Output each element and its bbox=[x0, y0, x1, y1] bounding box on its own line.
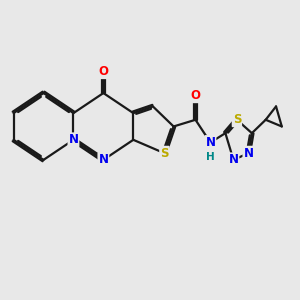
Text: N: N bbox=[68, 133, 79, 146]
Text: N: N bbox=[243, 147, 254, 160]
Text: O: O bbox=[190, 89, 200, 102]
Text: N: N bbox=[98, 153, 108, 167]
Text: H: H bbox=[206, 152, 215, 162]
Text: N: N bbox=[228, 153, 239, 167]
Text: O: O bbox=[98, 65, 108, 78]
Text: S: S bbox=[233, 113, 241, 126]
Text: N: N bbox=[206, 136, 215, 149]
Text: S: S bbox=[160, 147, 169, 160]
